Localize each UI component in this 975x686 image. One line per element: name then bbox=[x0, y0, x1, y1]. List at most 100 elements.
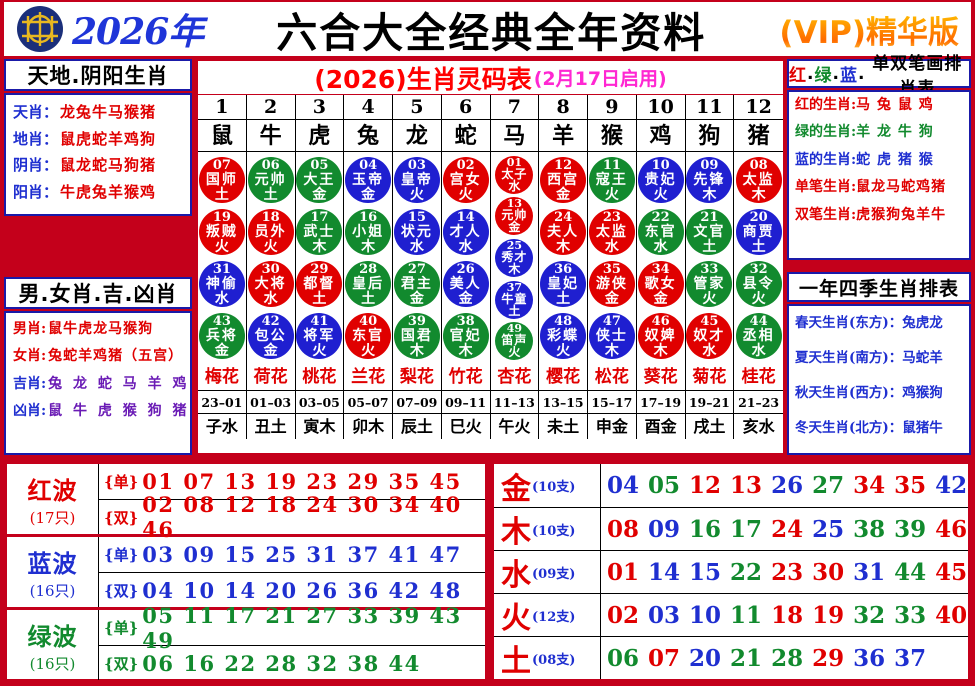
list-item: 吉肖: 兔 龙 蛇 马 羊 鸡 bbox=[6, 371, 190, 398]
bubble-element: 金 bbox=[312, 187, 327, 203]
flower-cell: 桂花 bbox=[734, 364, 783, 391]
bubble-number: 35 bbox=[602, 262, 621, 277]
row-key: 凶肖: bbox=[13, 403, 47, 420]
code-bubble[interactable]: 10 贵妃火 bbox=[637, 157, 684, 203]
bubble-number: 45 bbox=[700, 314, 719, 329]
code-bubble[interactable]: 42 包公金 bbox=[247, 313, 294, 359]
code-bubble[interactable]: 04 玉帝金 bbox=[345, 157, 392, 203]
wave-line: {双} 04 10 14 20 26 36 42 48 bbox=[99, 572, 485, 607]
code-bubble[interactable]: 36 皇妃土 bbox=[540, 261, 587, 307]
bubble-element: 火 bbox=[361, 343, 376, 359]
code-bubble[interactable]: 19 叛贼火 bbox=[198, 209, 245, 255]
wave-lines: {单} 03 09 15 25 31 37 41 47 {双} 04 10 14 20… bbox=[99, 537, 485, 607]
bubble-number: 02 bbox=[456, 158, 475, 173]
code-bubble[interactable]: 48 彩蝶火 bbox=[540, 313, 587, 359]
row-value: 兔 龙 蛇 马 羊 鸡 bbox=[48, 375, 190, 392]
row-key: 女肖: bbox=[13, 348, 47, 365]
bubble-title: 都督 bbox=[303, 276, 336, 292]
code-bubble[interactable]: 47 侠士木 bbox=[588, 313, 635, 359]
code-bubble[interactable]: 20 商贾土 bbox=[735, 209, 782, 255]
code-bubble[interactable]: 02 宫女火 bbox=[442, 157, 489, 203]
code-bubble[interactable]: 35 游侠金 bbox=[588, 261, 635, 307]
code-bubble[interactable]: 32 县令火 bbox=[735, 261, 782, 307]
code-bubble[interactable]: 15 状元水 bbox=[393, 209, 440, 255]
code-bubble[interactable]: 34 歌女金 bbox=[637, 261, 684, 307]
code-bubble[interactable]: 45 奴才水 bbox=[686, 313, 733, 359]
code-bubble[interactable]: 29 都督土 bbox=[296, 261, 343, 307]
bubble-title: 君主 bbox=[400, 276, 433, 292]
page-header: 2026年 六合大全经典全年资料 (VIP)精华版 bbox=[4, 2, 971, 57]
code-bubble[interactable]: 16 小姐木 bbox=[345, 209, 392, 255]
column-number-cell: 7 bbox=[490, 95, 540, 120]
bubble-title: 东官 bbox=[352, 328, 385, 344]
element-number: 18 bbox=[771, 601, 804, 629]
code-bubble[interactable]: 13 元帅金 bbox=[495, 197, 534, 236]
code-bubble[interactable]: 11 寇王火 bbox=[588, 157, 635, 203]
element-name: 火 bbox=[501, 601, 531, 636]
code-bubble[interactable]: 41 将军火 bbox=[296, 313, 343, 359]
code-bubble[interactable]: 30 大将水 bbox=[247, 261, 294, 307]
bubble-title: 彩蝶 bbox=[547, 328, 580, 344]
bubble-number: 18 bbox=[261, 210, 280, 225]
code-bubble[interactable]: 38 官妃木 bbox=[442, 313, 489, 359]
code-bubble[interactable]: 17 武士木 bbox=[296, 209, 343, 255]
left-top-panel-body: 天肖： 龙兔牛马猴猪 地肖： 鼠虎蛇羊鸡狗 阴肖： 鼠龙蛇马狗猪 阳肖： 牛虎兔… bbox=[4, 93, 192, 216]
time-range-cell: 21–23 bbox=[734, 391, 783, 414]
code-bubble[interactable]: 03 皇帝火 bbox=[393, 157, 440, 203]
wave-line: {单} 05 11 17 21 27 33 39 43 49 bbox=[99, 603, 485, 653]
code-bubble[interactable]: 39 国君木 bbox=[393, 313, 440, 359]
wave-group: 绿波 (16只) {单} 05 11 17 21 27 33 39 43 49 {双} 0… bbox=[7, 603, 485, 680]
wave-color-table: 红波 (17只) {单} 01 07 13 19 23 29 35 45 {双} 02 0… bbox=[4, 461, 488, 682]
element-number: 24 bbox=[771, 515, 804, 543]
code-bubble[interactable]: 12 西宫金 bbox=[540, 157, 587, 203]
code-bubble[interactable]: 07 国师土 bbox=[198, 157, 245, 203]
bubble-title: 皇后 bbox=[352, 276, 385, 292]
code-bubble[interactable]: 44 丞相水 bbox=[735, 313, 782, 359]
code-bubble[interactable]: 37 牛童土 bbox=[495, 280, 534, 319]
code-bubble[interactable]: 06 元帅土 bbox=[247, 157, 294, 203]
title-segment: 蓝 bbox=[839, 66, 858, 86]
element-count: (12支) bbox=[532, 609, 576, 625]
code-bubble[interactable]: 14 才人水 bbox=[442, 209, 489, 255]
code-bubble[interactable]: 25 秀才木 bbox=[495, 238, 534, 277]
code-bubble[interactable]: 49 笛声火 bbox=[495, 322, 534, 361]
code-bubble[interactable]: 18 员外火 bbox=[247, 209, 294, 255]
element-number: 15 bbox=[689, 558, 722, 586]
code-bubble[interactable]: 01 太子水 bbox=[495, 155, 534, 194]
code-bubble[interactable]: 40 东官火 bbox=[345, 313, 392, 359]
wave-name: 绿波 bbox=[27, 622, 78, 651]
code-bubble[interactable]: 26 美人金 bbox=[442, 261, 489, 307]
zodiac-name-cell: 龙 bbox=[393, 120, 442, 152]
bubble-number: 12 bbox=[554, 158, 573, 173]
code-bubble[interactable]: 09 先锋木 bbox=[686, 157, 733, 203]
code-bubble[interactable]: 31 神偷水 bbox=[198, 261, 245, 307]
bubble-number: 17 bbox=[310, 210, 329, 225]
code-bubble[interactable]: 22 东官水 bbox=[637, 209, 684, 255]
zodiac-code-table: (2026)生肖灵码表 (2月17日启用) 1 2 3 4 5 6 7 8 9 10 11 12 鼠牛… bbox=[196, 59, 785, 455]
code-bubble[interactable]: 28 皇后土 bbox=[345, 261, 392, 307]
branch-element-cell: 酉金 bbox=[637, 414, 686, 439]
element-row: 火(12支)020310111819323340414849 bbox=[494, 593, 968, 636]
bubble-title: 宫女 bbox=[449, 172, 482, 188]
bubble-number: 13 bbox=[506, 197, 523, 211]
element-name: 水 bbox=[501, 558, 531, 593]
bubble-title: 将军 bbox=[303, 328, 336, 344]
bubble-number: 46 bbox=[651, 314, 670, 329]
code-bubble[interactable]: 08 太监木 bbox=[735, 157, 782, 203]
code-bubble[interactable]: 05 大王金 bbox=[296, 157, 343, 203]
code-bubble[interactable]: 27 君主金 bbox=[393, 261, 440, 307]
bubble-number: 01 bbox=[506, 155, 523, 169]
wave-line: {双} 06 16 22 28 32 38 44 bbox=[99, 645, 485, 680]
code-bubble[interactable]: 21 文官土 bbox=[686, 209, 733, 255]
code-bubble[interactable]: 43 兵将金 bbox=[198, 313, 245, 359]
right-bottom-panel-title: 一年四季生肖排表 bbox=[787, 272, 971, 302]
bubble-title: 美人 bbox=[449, 276, 482, 292]
row-value: 牛虎兔羊猴鸡 bbox=[60, 182, 157, 201]
wave-label: 绿波 (16只) bbox=[7, 610, 99, 680]
code-bubble[interactable]: 46 奴婢木 bbox=[637, 313, 684, 359]
zodiac-name-cell: 虎 bbox=[295, 120, 345, 152]
code-bubble[interactable]: 23 太监水 bbox=[588, 209, 635, 255]
code-bubble[interactable]: 24 夫人木 bbox=[540, 209, 587, 255]
code-bubble[interactable]: 33 管家火 bbox=[686, 261, 733, 307]
bubble-title: 太监 bbox=[742, 172, 775, 188]
